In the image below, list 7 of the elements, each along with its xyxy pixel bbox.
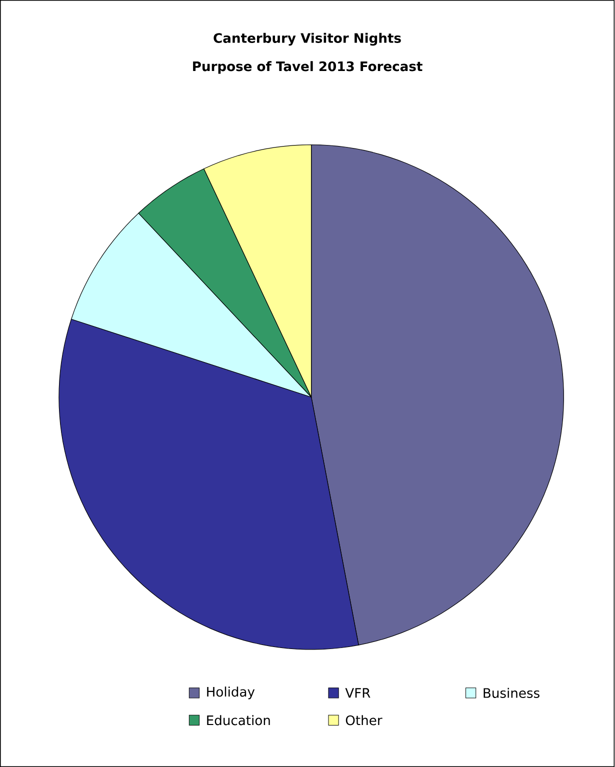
legend-label: Education bbox=[207, 715, 270, 726]
chart-subtitle: Purpose of Tavel 2013 Forecast bbox=[193, 61, 423, 74]
legend-label: Other bbox=[346, 715, 382, 726]
chart-title: Canterbury Visitor Nights bbox=[214, 32, 402, 46]
legend-label: VFR bbox=[345, 688, 371, 698]
legend-label: Business bbox=[484, 688, 540, 698]
legend-label: Holiday bbox=[207, 686, 255, 700]
